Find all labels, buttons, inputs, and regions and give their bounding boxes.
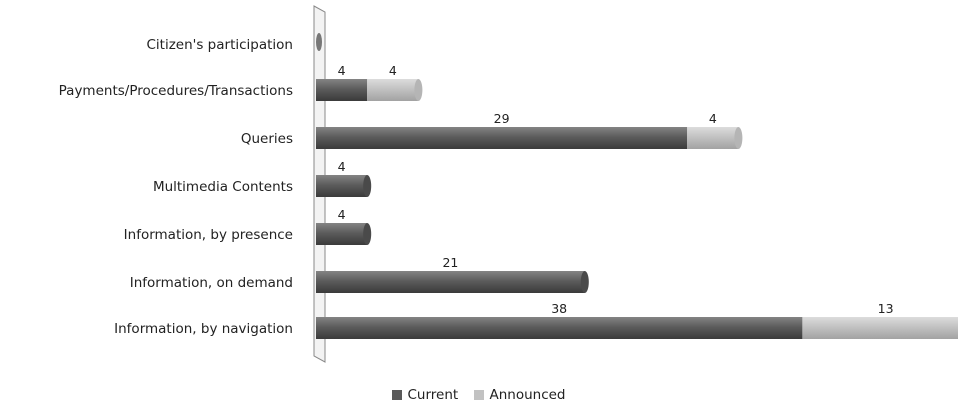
bar-current-multimedia-contents bbox=[316, 175, 368, 197]
legend-swatch-current bbox=[392, 390, 403, 400]
value-label-announced-payments-procedures-transactions: 4 bbox=[389, 63, 397, 78]
value-label-current-multimedia-contents: 4 bbox=[338, 159, 346, 174]
category-label-queries: Queries bbox=[241, 131, 293, 147]
value-label-current-information-on-demand: 21 bbox=[442, 255, 458, 270]
legend-swatch-announced bbox=[474, 390, 485, 400]
category-label-multimedia-contents: Multimedia Contents bbox=[153, 179, 293, 195]
legend-item-announced: Announced bbox=[474, 387, 566, 403]
bar-cap-information-by-presence bbox=[363, 223, 372, 245]
bar-current-information-on-demand bbox=[316, 271, 585, 293]
legend-item-current: Current bbox=[392, 387, 458, 403]
category-label-citizen-s-participation: Citizen's participation bbox=[146, 37, 293, 53]
category-label-information-on-demand: Information, on demand bbox=[130, 275, 293, 291]
category-label-information-by-presence: Information, by presence bbox=[124, 227, 293, 243]
value-label-announced-information-by-navigation: 13 bbox=[878, 301, 894, 316]
bar-announced-queries bbox=[687, 127, 739, 149]
bar-cap-queries bbox=[734, 127, 743, 149]
bar-cap-multimedia-contents bbox=[363, 175, 372, 197]
bar-current-payments-procedures-transactions bbox=[316, 79, 368, 101]
bar-current-queries bbox=[316, 127, 688, 149]
bar-current-information-by-presence bbox=[316, 223, 368, 245]
value-labels: 4 4 29 4 4 4 21 38 13 bbox=[338, 63, 894, 316]
legend-label-current: Current bbox=[407, 387, 459, 403]
value-label-announced-queries: 4 bbox=[709, 111, 717, 126]
category-label-payments-procedures-transactions: Payments/Procedures/Transactions bbox=[59, 83, 293, 99]
bar-empty-citizen-s-participation bbox=[316, 33, 322, 51]
bar-announced-information-by-navigation bbox=[802, 317, 958, 339]
legend-label-announced: Announced bbox=[489, 387, 566, 403]
bar-cap-information-on-demand bbox=[580, 271, 589, 293]
value-label-current-payments-procedures-transactions: 4 bbox=[338, 63, 346, 78]
bar-cap-payments-procedures-transactions bbox=[414, 79, 423, 101]
value-label-current-queries: 29 bbox=[494, 111, 510, 126]
legend: Current Announced bbox=[0, 387, 958, 404]
bars bbox=[316, 33, 958, 339]
value-label-current-information-by-presence: 4 bbox=[338, 207, 346, 222]
category-labels: Citizen's participation Payments/Procedur… bbox=[59, 37, 293, 337]
bar-current-information-by-navigation bbox=[316, 317, 803, 339]
value-label-current-information-by-navigation: 38 bbox=[551, 301, 567, 316]
bar-announced-payments-procedures-transactions bbox=[367, 79, 419, 101]
category-label-information-by-navigation: Information, by navigation bbox=[114, 321, 293, 337]
